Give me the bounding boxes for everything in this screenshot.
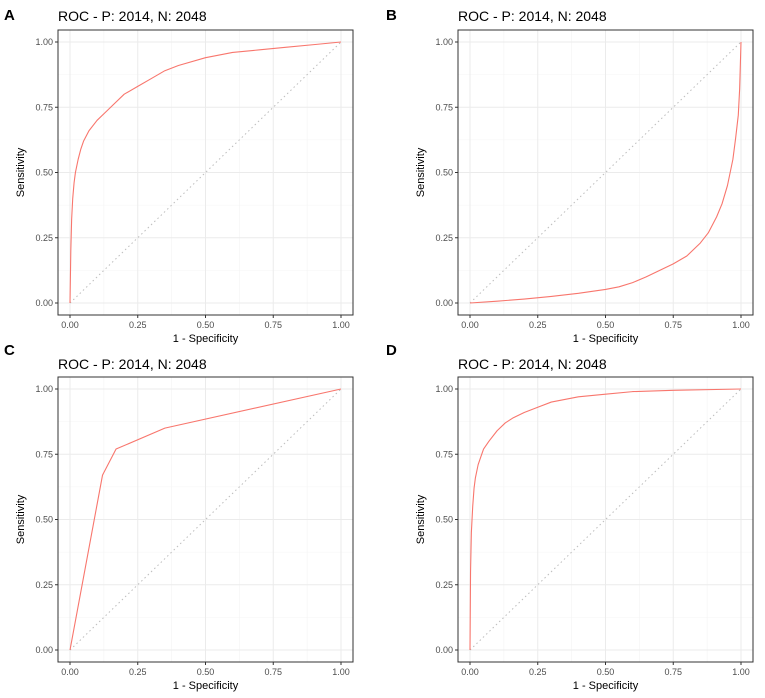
x-axis-label: 1 - Specificity — [173, 333, 239, 345]
x-tick-label: 1.00 — [732, 320, 750, 330]
x-axis-label: 1 - Specificity — [573, 333, 639, 345]
roc-curve — [69, 41, 342, 304]
x-tick-label: 0.50 — [597, 667, 615, 677]
x-axis-label: 1 - Specificity — [173, 680, 239, 692]
y-tick-label: 0.00 — [435, 298, 453, 308]
x-tick-label: 0.25 — [529, 667, 547, 677]
y-axis-label: Sensitivity — [415, 147, 427, 197]
panel-letter: A — [4, 7, 15, 24]
x-tick-label: 0.75 — [264, 320, 282, 330]
x-tick-label: 0.50 — [597, 320, 615, 330]
plot-frame — [457, 29, 754, 316]
x-tick-label: 0.25 — [129, 320, 147, 330]
panel-letter: D — [386, 342, 397, 359]
x-tick-label: 0.00 — [61, 320, 79, 330]
y-tick-label: 0.25 — [35, 233, 53, 243]
y-tick-label: 1.00 — [435, 384, 453, 394]
y-tick-label: 0.50 — [35, 515, 53, 525]
panel-title: ROC - P: 2014, N: 2048 — [58, 8, 207, 24]
plot-frame — [57, 376, 354, 663]
panel-d: D ROC - P: 2014, N: 2048 0.00 0.25 0.50 0.75 1… — [386, 342, 754, 692]
panel-letter: C — [4, 342, 15, 359]
x-tick-label: 0.50 — [197, 320, 215, 330]
panel-b: B ROC - P: 2014, N: 2048 0.00 0.25 0.50 0.75 1… — [386, 7, 754, 345]
x-tick-label: 1.00 — [332, 320, 350, 330]
x-tick-label: 0.25 — [529, 320, 547, 330]
y-tick-label: 0.75 — [35, 102, 53, 112]
y-tick-label: 0.00 — [35, 645, 53, 655]
x-tick-label: 0.75 — [664, 320, 682, 330]
y-tick-label: 0.75 — [435, 449, 453, 459]
y-tick-label: 0.25 — [435, 580, 453, 590]
y-tick-label: 0.75 — [35, 449, 53, 459]
x-tick-label: 1.00 — [332, 667, 350, 677]
panel-title: ROC - P: 2014, N: 2048 — [58, 356, 207, 372]
x-tick-label: 1.00 — [732, 667, 750, 677]
y-axis-label: Sensitivity — [15, 147, 27, 197]
x-tick-label: 0.75 — [264, 667, 282, 677]
y-tick-label: 0.50 — [435, 168, 453, 178]
y-tick-label: 1.00 — [35, 384, 53, 394]
y-tick-label: 0.50 — [435, 515, 453, 525]
x-tick-label: 0.50 — [197, 667, 215, 677]
panel-title: ROC - P: 2014, N: 2048 — [458, 8, 607, 24]
x-tick-label: 0.25 — [129, 667, 147, 677]
x-tick-label: 0.00 — [461, 667, 479, 677]
y-axis-label: Sensitivity — [15, 494, 27, 544]
y-tick-label: 1.00 — [35, 37, 53, 47]
y-axis-label: Sensitivity — [415, 494, 427, 544]
y-tick-label: 0.25 — [435, 233, 453, 243]
y-tick-label: 0.50 — [35, 168, 53, 178]
x-axis-label: 1 - Specificity — [573, 680, 639, 692]
panel-a: A ROC - P: 2014, N: 2048 0.00 0.25 0.50 0.75 1… — [4, 7, 354, 345]
panel-title: ROC - P: 2014, N: 2048 — [458, 356, 607, 372]
x-tick-label: 0.00 — [461, 320, 479, 330]
x-tick-label: 0.00 — [61, 667, 79, 677]
roc-curve — [69, 388, 342, 651]
y-tick-label: 0.75 — [435, 102, 453, 112]
y-tick-label: 0.00 — [35, 298, 53, 308]
x-tick-label: 0.75 — [664, 667, 682, 677]
roc-curve — [469, 41, 742, 304]
plot-frame — [57, 29, 354, 316]
y-tick-label: 0.00 — [435, 645, 453, 655]
panel-letter: B — [386, 7, 397, 24]
roc-curve — [469, 388, 742, 651]
y-tick-label: 1.00 — [435, 37, 453, 47]
panel-c: C ROC - P: 2014, N: 2048 0.00 0.25 0.50 0.75 1… — [4, 342, 354, 692]
y-tick-label: 0.25 — [35, 580, 53, 590]
plot-frame — [457, 376, 754, 663]
